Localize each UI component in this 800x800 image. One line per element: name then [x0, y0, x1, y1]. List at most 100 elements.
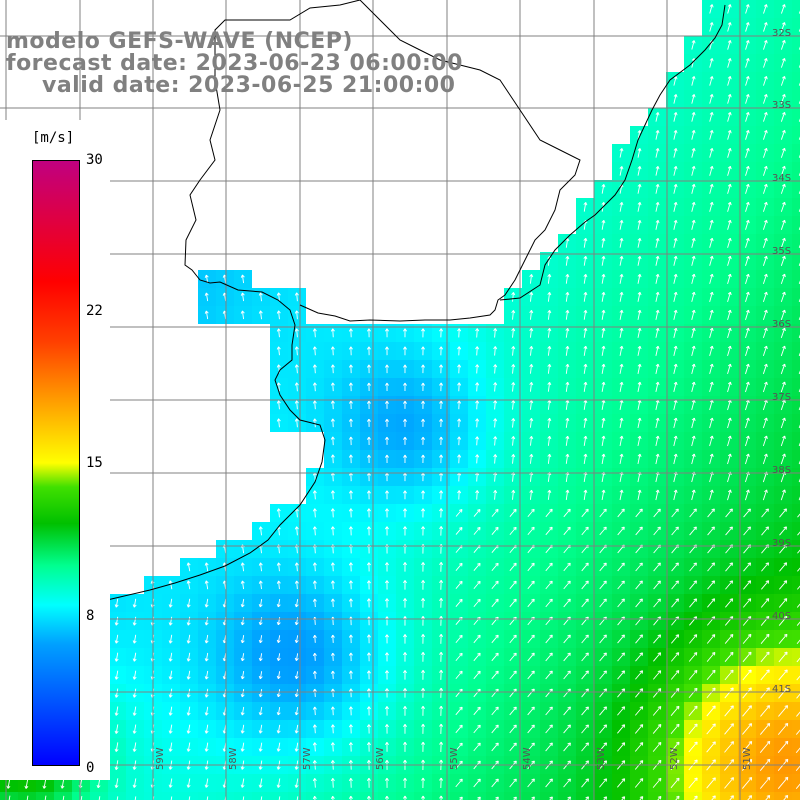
wind-cell — [792, 720, 800, 738]
latitude-label: 39S — [772, 538, 792, 549]
wind-arrow — [762, 345, 768, 357]
wind-arrow — [745, 58, 750, 68]
wind-arrow — [709, 273, 714, 284]
wind-cell — [90, 792, 108, 800]
wind-cell — [792, 630, 800, 648]
colorbar-unit: [m/s] — [32, 130, 75, 146]
latitude-label: 37S — [772, 392, 792, 403]
wind-cell — [468, 792, 486, 800]
wind-cell — [792, 36, 800, 54]
wind-arrow — [780, 183, 786, 194]
longitude-label: 55W — [449, 747, 460, 770]
wind-arrow — [709, 201, 714, 212]
wind-arrow — [619, 327, 624, 338]
wind-cell — [792, 144, 800, 162]
longitude-label: 57W — [302, 747, 313, 770]
wind-arrow — [276, 292, 281, 302]
wind-cell — [792, 180, 800, 198]
wind-arrow — [780, 219, 786, 230]
wind-arrow — [691, 219, 696, 230]
wind-arrow — [727, 327, 732, 339]
wind-cell — [792, 702, 800, 720]
wind-cell — [234, 792, 252, 800]
wind-arrow — [745, 345, 750, 357]
wind-arrow — [780, 237, 786, 248]
wind-arrow — [384, 328, 389, 338]
wind-arrow — [780, 147, 786, 158]
wind-arrow — [565, 327, 570, 338]
wind-arrow — [601, 363, 606, 374]
wind-arrow — [673, 94, 678, 104]
wind-arrow — [763, 40, 768, 50]
wind-arrow — [655, 201, 660, 212]
latitude-label: 40S — [772, 611, 792, 622]
wind-arrow — [727, 363, 732, 375]
wind-cell — [666, 792, 684, 800]
wind-arrow — [619, 291, 624, 302]
wind-arrow — [691, 183, 696, 194]
wind-arrow — [709, 327, 714, 338]
wind-cell — [756, 792, 774, 800]
wind-arrow — [475, 346, 480, 356]
wind-arrow — [637, 345, 642, 356]
wind-cell — [792, 792, 800, 800]
wind-arrow — [421, 346, 426, 356]
wind-cell — [792, 576, 800, 594]
wind-cell — [36, 792, 54, 800]
valid-date: valid date: 2023-06-25 21:00:00 — [42, 73, 456, 98]
wind-arrow — [709, 94, 714, 104]
wind-cell — [108, 792, 126, 800]
wind-arrow — [547, 363, 552, 374]
wind-cell — [792, 396, 800, 414]
wind-arrow — [745, 76, 750, 86]
wind-arrow — [763, 4, 768, 14]
wind-arrow — [294, 364, 299, 374]
wind-cell — [792, 558, 800, 576]
wind-arrow — [547, 310, 552, 320]
wind-arrow — [601, 255, 606, 266]
wind-cell — [792, 450, 800, 468]
wind-arrow — [547, 345, 552, 356]
wind-cell — [126, 792, 144, 800]
wind-arrow — [691, 363, 696, 375]
wind-arrow — [727, 165, 732, 176]
wind-arrow — [763, 201, 768, 212]
wind-arrow — [547, 292, 552, 302]
colorbar-tick: 22 — [86, 303, 103, 319]
wind-cell — [792, 234, 800, 252]
wind-arrow — [204, 292, 209, 302]
wind-arrow — [204, 274, 209, 284]
wind-arrow — [511, 292, 516, 302]
wind-cell — [792, 648, 800, 666]
wind-arrow — [439, 346, 444, 356]
wind-cell — [792, 432, 800, 450]
wind-cell — [792, 72, 800, 90]
wind-arrow — [475, 328, 480, 338]
wind-arrow — [763, 183, 768, 194]
wind-arrow — [655, 291, 660, 302]
wind-arrow — [655, 184, 660, 194]
wind-arrow — [673, 273, 678, 284]
wind-cell — [792, 288, 800, 306]
wind-arrow — [745, 94, 750, 104]
wind-cell — [792, 468, 800, 486]
wind-arrow — [673, 183, 678, 194]
latitude-label: 34S — [772, 173, 792, 184]
wind-arrow — [727, 147, 732, 158]
wind-cell — [792, 306, 800, 324]
wind-arrow — [709, 112, 714, 122]
wind-arrow — [583, 309, 588, 320]
wind-arrow — [493, 364, 498, 374]
wind-arrow — [655, 112, 660, 122]
wind-arrow — [691, 165, 696, 176]
wind-arrow — [583, 238, 588, 248]
wind-cell — [378, 792, 396, 800]
wind-arrow — [763, 94, 768, 104]
wind-arrow — [276, 346, 281, 356]
wind-arrow — [619, 273, 624, 284]
wind-arrow — [673, 148, 678, 158]
wind-arrow — [745, 273, 750, 284]
wind-arrow — [330, 364, 335, 374]
wind-arrow — [655, 148, 660, 158]
wind-cell — [198, 792, 216, 800]
